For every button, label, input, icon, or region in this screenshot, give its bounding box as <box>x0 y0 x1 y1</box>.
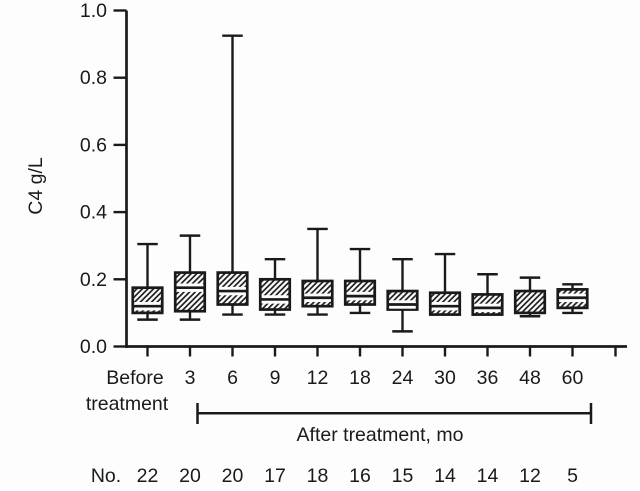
count-value-12: 18 <box>307 465 329 487</box>
y-axis-title: C4 g/L <box>25 157 47 215</box>
boxplot-18 <box>343 247 377 315</box>
x-tick-label-48: 48 <box>519 367 541 389</box>
boxplot-9 <box>258 257 292 316</box>
count-value-6: 20 <box>222 465 244 487</box>
boxplot-before-treatment <box>131 242 164 321</box>
boxplot-6 <box>216 34 249 316</box>
after-treatment-label: After treatment, mo <box>297 424 464 446</box>
count-value-before-treatment: 22 <box>137 465 159 487</box>
y-tick-label-0.2: 0.2 <box>80 269 107 291</box>
boxplot-60 <box>556 283 589 315</box>
count-row-label: No. <box>91 465 121 487</box>
boxplot-30 <box>428 252 462 316</box>
x-tick-label-6: 6 <box>227 367 238 389</box>
x-tick-label-18: 18 <box>349 367 371 389</box>
x-tick-label-9: 9 <box>270 367 281 389</box>
x-tick-label-before-line1: Before <box>106 367 163 389</box>
boxplot-3 <box>173 234 207 321</box>
count-value-3: 20 <box>179 465 201 487</box>
x-tick-label-3: 3 <box>185 367 196 389</box>
count-value-60: 5 <box>567 465 578 487</box>
y-tick-label-0.6: 0.6 <box>80 134 107 156</box>
x-tick-label-30: 30 <box>434 367 456 389</box>
boxplot-12 <box>301 227 334 316</box>
count-value-18: 16 <box>349 465 371 487</box>
x-tick-label-24: 24 <box>392 367 414 389</box>
x-tick-label-60: 60 <box>562 367 584 389</box>
y-tick-label-1.0: 1.0 <box>80 0 107 22</box>
count-value-24: 15 <box>392 465 414 487</box>
x-tick-label-36: 36 <box>477 367 499 389</box>
y-tick-label-0.4: 0.4 <box>80 202 107 224</box>
boxplot-48 <box>513 276 547 318</box>
y-tick-label-0.8: 0.8 <box>80 67 107 89</box>
x-tick-label-12: 12 <box>307 367 329 389</box>
iqr-box-48 <box>513 289 547 315</box>
boxplot-24 <box>386 257 419 333</box>
count-value-30: 14 <box>434 465 456 487</box>
x-tick-label-before-line2: treatment <box>86 393 169 415</box>
count-value-48: 12 <box>519 465 541 487</box>
iqr-box-9 <box>258 277 292 311</box>
after-treatment-bracket <box>196 403 593 424</box>
boxplot-36 <box>471 273 504 316</box>
count-value-9: 17 <box>264 465 286 487</box>
count-value-36: 14 <box>477 465 499 487</box>
y-tick-label-0.0: 0.0 <box>80 336 107 358</box>
